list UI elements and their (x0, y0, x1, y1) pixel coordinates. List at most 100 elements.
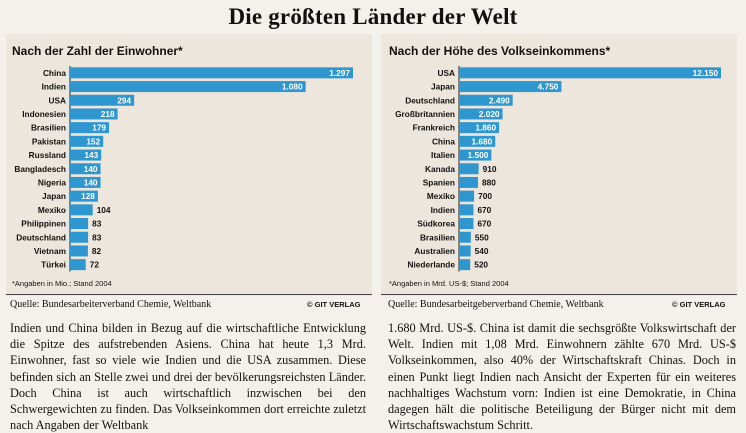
population-chart-subtitle: Nach der Zahl der Einwohner* (12, 44, 183, 58)
income-bar (459, 94, 513, 106)
income-value-label: 12.150 (693, 68, 719, 78)
income-category-label: Japan (431, 82, 455, 92)
income-category-label: Frankreich (413, 123, 455, 133)
income-bar (459, 67, 721, 79)
population-category-label: Nigeria (38, 177, 67, 187)
income-chart-subtitle: Nach der Höhe des Volkseinkommens* (389, 44, 611, 58)
population-value-label: 128 (81, 191, 95, 201)
population-category-label: Indien (42, 82, 66, 92)
population-category-label: Vietnam (34, 246, 66, 256)
population-value-label: 82 (92, 246, 102, 256)
population-value-label: 140 (84, 164, 98, 174)
income-category-label: Großbritannien (395, 109, 455, 119)
income-value-label: 540 (475, 246, 489, 256)
population-value-label: 218 (101, 109, 115, 119)
population-bar (70, 218, 89, 230)
population-value-label: 1.080 (282, 82, 303, 92)
population-category-label: Indonesien (22, 109, 66, 119)
income-bar (459, 245, 471, 257)
income-bar (459, 204, 474, 216)
population-bar (70, 81, 306, 93)
population-category-label: Türkei (41, 260, 66, 270)
income-bar (459, 163, 479, 175)
article-column-left: Indien und China bilden in Bezug auf die… (10, 321, 366, 433)
page-title: Die größten Länder der Welt (228, 4, 518, 29)
income-value-label: 910 (483, 164, 497, 174)
population-category-label: Pakistan (32, 136, 66, 146)
income-bar (459, 176, 478, 188)
income-value-label: 700 (478, 191, 492, 201)
income-value-label: 880 (482, 177, 496, 187)
population-value-label: 179 (92, 123, 106, 133)
income-value-label: 670 (477, 205, 491, 215)
income-value-label: 1.500 (468, 150, 489, 160)
income-category-label: Australien (414, 246, 455, 256)
income-category-label: USA (437, 68, 455, 78)
population-bar (70, 135, 104, 147)
population-chart-panel: Nach der Zahl der Einwohner* China 1.297 I… (6, 34, 372, 296)
article-column-right: 1.680 Mrd. US-$. China ist damit die sec… (388, 321, 736, 433)
population-bar-chart: China 1.297 Indien 1.080 USA 294 Indonesien 218… (14, 66, 353, 272)
population-bar (70, 163, 101, 175)
right-divider (381, 294, 737, 295)
income-category-label: Brasilien (420, 232, 455, 242)
income-value-label: 1.680 (471, 136, 492, 146)
income-bar (459, 218, 474, 230)
population-category-label: USA (48, 95, 66, 105)
population-value-label: 104 (97, 205, 111, 215)
population-category-label: Russland (29, 150, 66, 160)
population-bar (70, 108, 118, 120)
population-category-label: Philippinen (21, 219, 66, 229)
population-value-label: 83 (92, 232, 102, 242)
population-credit: © GIT VERLAG (307, 300, 361, 309)
income-category-label: Deutschland (405, 95, 455, 105)
income-footnote: *Angaben in Mrd. US-$; Stand 2004 (389, 279, 509, 288)
income-category-label: Mexiko (427, 191, 455, 201)
population-bar (70, 67, 353, 79)
income-category-label: China (432, 136, 455, 146)
population-value-label: 152 (86, 136, 100, 146)
population-bar (70, 204, 93, 216)
income-category-label: Italien (431, 150, 455, 160)
income-value-label: 670 (477, 219, 491, 229)
income-bar (459, 259, 471, 271)
population-category-label: Brasilien (31, 123, 66, 133)
income-chart-panel: Nach der Höhe des Volkseinkommens* USA 12… (381, 34, 737, 296)
population-value-label: 143 (84, 150, 98, 160)
population-bar (70, 231, 89, 243)
population-bar (70, 94, 135, 106)
population-value-label: 140 (84, 177, 98, 187)
income-bar (459, 149, 492, 161)
population-value-label: 294 (117, 95, 131, 105)
income-category-label: Indien (431, 205, 455, 215)
income-credit: © GIT VERLAG (672, 300, 726, 309)
income-value-label: 520 (474, 260, 488, 270)
income-bar (459, 135, 496, 147)
population-footnote: *Angaben in Mio.; Stand 2004 (12, 279, 112, 288)
income-value-label: 4.750 (538, 82, 559, 92)
population-bar (70, 245, 88, 257)
population-value-label: 1.297 (329, 68, 350, 78)
income-category-label: Spanien (423, 177, 455, 187)
income-value-label: 1.860 (475, 123, 496, 133)
income-value-label: 2.490 (489, 95, 510, 105)
income-bar (459, 231, 471, 243)
population-bar (70, 176, 101, 188)
population-category-label: China (43, 68, 66, 78)
population-bar (70, 259, 86, 271)
income-bar-chart: USA 12.150 Japan 4.750 Deutschland 2.490 Großb… (395, 66, 721, 272)
income-bar (459, 108, 503, 120)
population-value-label: 72 (90, 260, 100, 270)
income-source: Quelle: Bundesarbeitgeberverband Chemie,… (388, 299, 604, 310)
income-category-label: Niederlande (408, 260, 456, 270)
population-bar (70, 190, 98, 202)
left-divider (6, 294, 372, 295)
population-bar (70, 149, 102, 161)
income-bar (459, 190, 475, 202)
population-value-label: 83 (92, 219, 102, 229)
income-value-label: 2.020 (479, 109, 500, 119)
income-bar (459, 122, 500, 134)
income-value-label: 550 (475, 232, 489, 242)
population-category-label: Bangladesch (14, 164, 66, 174)
income-category-label: Kanada (425, 164, 455, 174)
